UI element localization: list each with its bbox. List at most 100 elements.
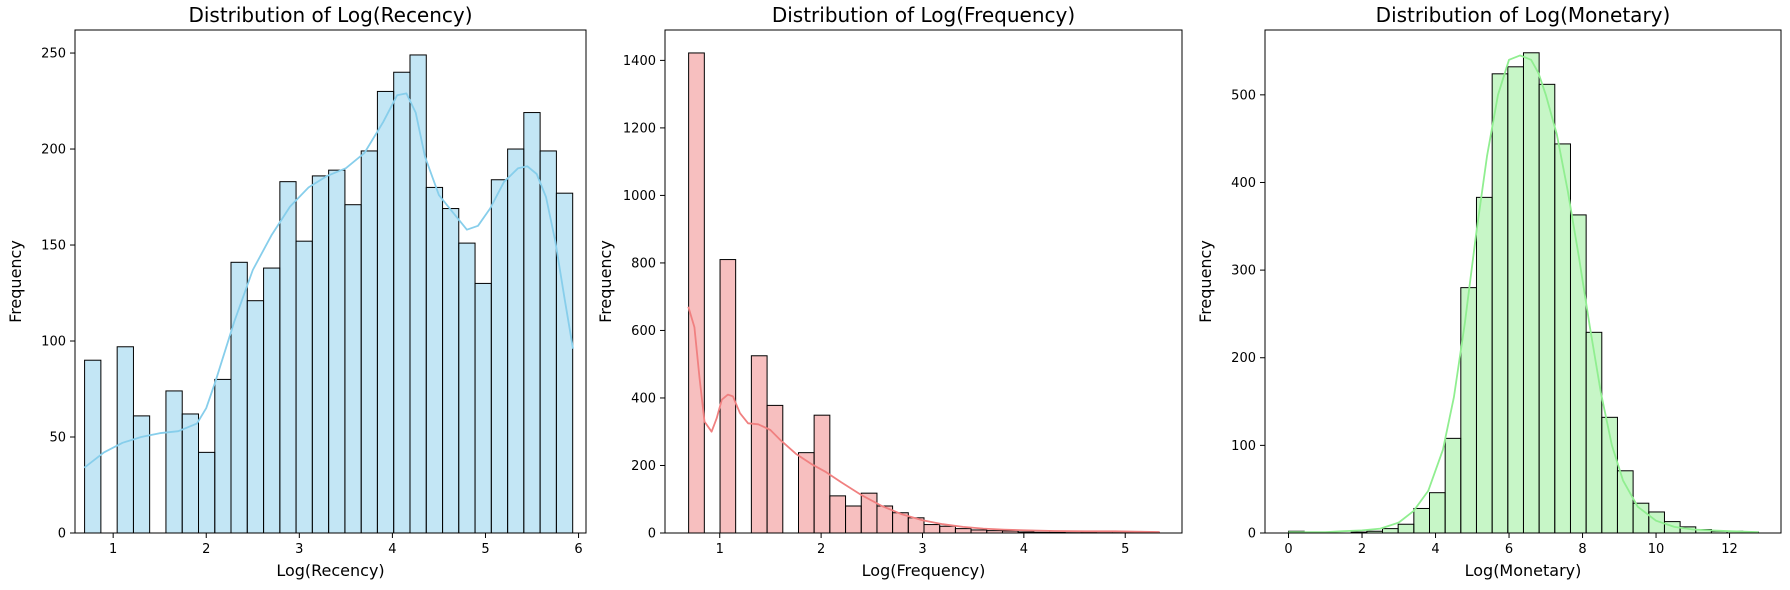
histogram-bar [1444,437,1462,534]
x-tick-label: 10 [1648,542,1665,557]
x-tick-label: 5 [1121,542,1129,557]
y-tick-label: 600 [631,324,656,339]
histogram-bar [376,90,395,534]
histogram-bar [263,267,281,534]
histogram-bar [214,378,232,534]
y-axis-ticks: 0 200 400 600 800 1000 1200 1400 [623,54,665,542]
y-tick-label: 200 [41,143,66,158]
y-axis-label: Frequency [596,240,615,323]
histogram-bar [1460,287,1477,534]
x-tick-label: 2 [817,542,825,557]
axes-frame [1264,29,1782,534]
histogram-bar [328,169,346,534]
x-tick-label: 4 [388,542,396,557]
histogram-bar [198,451,216,534]
histogram-bar [954,528,972,534]
histogram-bar [393,71,411,534]
histogram-bar [923,524,941,534]
histogram-bar [1491,73,1509,534]
histogram-bar [295,240,313,534]
histogram-bar [1554,143,1571,534]
subplot-1: 1 2 3 4 5 6 0 50 100 150 200 250 Distribution of Log… [6,3,587,580]
histogram-bar [181,413,200,534]
y-tick-label: 0 [1248,527,1256,542]
y-tick-label: 500 [1231,88,1256,103]
kde-curve [687,306,1160,533]
x-tick-label: 5 [481,542,489,557]
y-tick-label: 0 [648,527,656,542]
y-axis-label: Frequency [1196,240,1215,323]
y-tick-label: 300 [1231,264,1256,279]
histogram-bar [474,282,492,534]
histogram-bar [1507,66,1524,534]
x-axis-label: Log(Recency) [276,561,384,580]
histogram-bar [1585,331,1603,534]
x-tick-label: 2 [202,542,210,557]
x-tick-label: 6 [574,542,582,557]
histogram-bar [555,192,574,534]
y-tick-label: 200 [1231,351,1256,366]
histogram-bar [1381,528,1399,534]
y-tick-label: 150 [41,239,66,254]
histogram-bar [1616,470,1634,534]
histogram-bar [1429,492,1446,534]
histogram-bar [230,261,248,534]
y-tick-label: 800 [631,256,656,271]
histogram-bar [1397,523,1415,534]
subplot-2: 1 2 3 4 5 0 200 400 600 800 1000 1200 1400 Distributi… [596,3,1183,580]
y-tick-label: 1000 [623,189,656,204]
histogram-bar [132,415,151,534]
histogram-bar [1413,507,1431,534]
chart-title: Distribution of Log(Recency) [188,3,472,27]
y-tick-label: 100 [41,335,66,350]
histogram-bar [845,505,862,534]
chart-title: Distribution of Log(Frequency) [772,3,1075,27]
histogram-bar [360,150,378,534]
histogram-bar [442,208,460,534]
histogram-bar [344,204,362,534]
kde-curve [83,92,574,469]
x-axis-label: Log(Frequency) [862,561,986,580]
y-tick-label: 400 [631,391,656,406]
histogram-bar [246,300,265,534]
x-tick-label: 8 [1578,542,1586,557]
y-tick-label: 400 [1231,176,1256,191]
y-tick-label: 50 [49,431,66,446]
x-axis-ticks: 1 2 3 4 5 [716,533,1129,557]
x-tick-label: 4 [1431,542,1439,557]
histogram-bar [490,179,509,534]
x-tick-label: 1 [716,542,724,557]
histogram-bars [84,54,574,534]
y-axis-label: Frequency [6,240,25,323]
histogram-bar [458,242,476,534]
histogram-bar [1632,502,1650,534]
kde-curve [1288,54,1759,533]
x-tick-label: 0 [1284,542,1292,557]
histogram-bar [425,186,444,534]
histogram-bar [1569,214,1587,534]
x-tick-label: 6 [1505,542,1513,557]
y-tick-label: 0 [58,527,66,542]
histogram-bar [507,148,525,534]
y-axis-ticks: 0 100 200 300 400 500 [1231,88,1265,542]
subplot-3: 0 2 4 6 8 10 12 0 100 200 300 400 500 Distribution of… [1196,3,1782,580]
histogram-bar [1538,83,1556,534]
histogram-bar [84,359,102,534]
axes-frame [664,29,1183,534]
histogram-bar [829,495,847,534]
y-tick-label: 250 [41,47,66,62]
histogram-bar [1475,196,1493,534]
axes-frame [74,29,587,534]
x-axis-ticks: 0 2 4 6 8 10 12 [1284,533,1738,557]
y-tick-label: 100 [1231,439,1256,454]
x-axis-ticks: 1 2 3 4 5 6 [109,533,583,557]
histogram-bar [311,175,330,534]
histogram-bar [766,404,784,534]
chart-title: Distribution of Log(Monetary) [1376,3,1671,27]
x-tick-label: 3 [918,542,926,557]
histogram-bar [279,181,297,534]
x-tick-label: 3 [295,542,303,557]
histogram-bar [688,52,705,534]
